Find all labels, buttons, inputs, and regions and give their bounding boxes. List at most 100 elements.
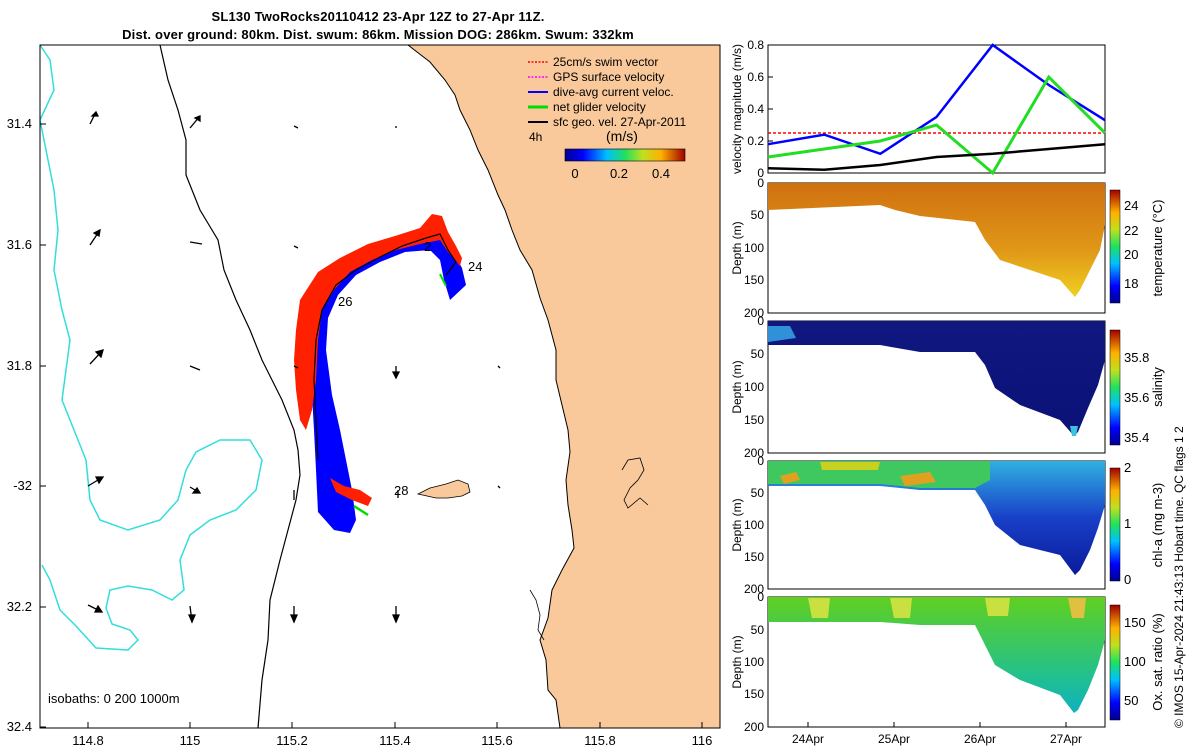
o-dtick-2: 100	[744, 655, 764, 669]
cbar-tick-0: 0	[571, 166, 578, 181]
o-dtick-3: 150	[744, 687, 764, 701]
s-dtick-1: 50	[751, 347, 765, 361]
map-ytick-0: 31.4	[7, 116, 32, 131]
chart-title-line2: Dist. over ground: 80km. Dist. swum: 86k…	[122, 27, 634, 42]
swim-vector-swath	[294, 214, 462, 430]
t-dtick-4: 200	[744, 306, 764, 320]
velocity-series-1	[767, 43, 1106, 156]
c-dtick-2: 100	[744, 518, 764, 532]
cbar-tick-2: 0.4	[652, 166, 670, 181]
vel-ytick-1: 0.2	[747, 134, 764, 148]
o-dtick-4: 200	[744, 720, 764, 734]
vel-ytick-3: 0.6	[747, 70, 764, 84]
vel-ytick-4: 0.8	[747, 38, 764, 52]
time-tick-0: 24Apr	[792, 732, 824, 746]
salinity-panel	[767, 320, 1121, 454]
time-tick-1: 25Apr	[878, 732, 910, 746]
c-dtick-0: 0	[757, 454, 764, 468]
legend-dive-avg: dive-avg current veloc.	[553, 85, 674, 99]
map-xtick-2: 115.2	[276, 733, 308, 748]
map-ytick-2: 31.8	[7, 358, 32, 373]
salinity-field	[768, 321, 1105, 436]
vel-ytick-0: 0	[757, 166, 764, 180]
chl-cbar-label: chl-a (mg m-3)	[1150, 483, 1165, 568]
t-dtick-0: 0	[757, 176, 764, 190]
oxygen-panel	[767, 596, 1121, 728]
chl-cbar-tick-2: 0	[1124, 572, 1131, 587]
c-dtick-4: 200	[744, 582, 764, 596]
track-label-26: 26	[338, 294, 352, 309]
map-xtick-6: 116	[692, 733, 713, 748]
copyright-text: © IMOS 15-Apr-2024 21:43:13 Hobart time.…	[1172, 426, 1186, 728]
sal-cbar-tick-0: 35.8	[1124, 350, 1149, 365]
colorbar-label: (m/s)	[606, 128, 638, 144]
track-label-28: 28	[394, 483, 408, 498]
temp-cbar-tick-2: 20	[1124, 247, 1138, 262]
map-xtick-1: 115	[180, 733, 201, 748]
depth-label-o: Depth (m)	[730, 635, 744, 688]
temperature-panel	[767, 182, 1121, 314]
depth-label-c: Depth (m)	[730, 498, 744, 551]
s-dtick-4: 200	[744, 446, 764, 460]
s-dtick-2: 100	[744, 380, 764, 394]
c-dtick-3: 150	[744, 550, 764, 564]
map-xtick-0: 114.8	[72, 733, 104, 748]
dive-avg-current-swath	[308, 230, 466, 533]
sal-cbar-tick-2: 35.4	[1124, 430, 1149, 445]
velocity-series-2	[767, 74, 1107, 176]
chl-cbar-tick-1: 1	[1124, 516, 1131, 531]
map-legend: 25cm/s swim vector GPS surface velocity …	[528, 55, 687, 144]
depth-axes: 0 50 100 150 200 0 50 100 150 200 0 50 1…	[744, 176, 764, 734]
vel-ytick-2: 0.4	[747, 102, 764, 116]
temperature-field	[768, 183, 1105, 297]
map-ytick-1: 31.6	[7, 237, 32, 252]
map-ytick-5: 32.4	[7, 719, 32, 734]
o-dtick-1: 50	[751, 623, 765, 637]
chlorophyll-panel	[767, 460, 1121, 590]
sfc-geo-velocity-arrows	[87, 110, 501, 624]
map-ytick-3: -32	[13, 478, 32, 493]
temp-cbar-tick-1: 22	[1124, 223, 1138, 238]
o-dtick-0: 0	[757, 590, 764, 604]
temp-cbar-tick-0: 24	[1124, 198, 1138, 213]
legend-gps: GPS surface velocity	[553, 70, 664, 84]
t-dtick-3: 150	[744, 273, 764, 287]
isobath-1000	[39, 44, 263, 651]
chl-cbar-tick-0: 2	[1124, 460, 1131, 475]
chlorophyll-field	[768, 461, 1105, 575]
legend-net: net glider velocity	[553, 100, 646, 114]
map-colorbar	[564, 148, 686, 162]
legend-swim: 25cm/s swim vector	[553, 55, 658, 69]
track-label-2: 2	[424, 239, 431, 254]
net-glider-velocity	[353, 504, 369, 517]
ox-cbar-tick-1: 100	[1124, 654, 1146, 669]
ox-cbar-tick-0: 150	[1124, 615, 1146, 630]
map-frame	[39, 44, 721, 729]
glider-track	[313, 233, 457, 461]
oxygen-field	[768, 597, 1105, 713]
s-dtick-0: 0	[757, 314, 764, 328]
depth-label-s: Depth (m)	[730, 360, 744, 413]
time-tick-2: 26Apr	[964, 732, 996, 746]
map-xtick-3: 115.4	[379, 733, 411, 748]
island	[416, 479, 471, 499]
velocity-lines	[767, 43, 1107, 176]
isobath-200	[159, 44, 301, 729]
sal-cbar-tick-1: 35.6	[1124, 390, 1149, 405]
depth-label-t: Depth (m)	[730, 221, 744, 274]
sal-cbar-label: salinity	[1150, 367, 1165, 407]
temp-cbar-label: temperature (°C)	[1150, 200, 1165, 297]
c-dtick-1: 50	[751, 486, 765, 500]
land-area	[406, 44, 721, 729]
cbar-tick-1: 0.2	[610, 166, 628, 181]
velocity-series-3	[767, 142, 1106, 172]
t-dtick-1: 50	[751, 208, 765, 222]
map-xtick-4: 115.6	[481, 733, 513, 748]
vel-ylabel: velocity magnitude (m/s)	[730, 44, 744, 174]
track-label-24: 24	[468, 259, 482, 274]
isobath-legend: isobaths: 0 200 1000m	[48, 691, 180, 706]
ox-cbar-tick-2: 50	[1124, 693, 1138, 708]
ox-cbar-label: Ox. sat. ratio (%)	[1150, 613, 1165, 711]
map-panel: 24 26 28 2 isobaths: 0 200 1000m 25cm/s …	[7, 44, 721, 748]
